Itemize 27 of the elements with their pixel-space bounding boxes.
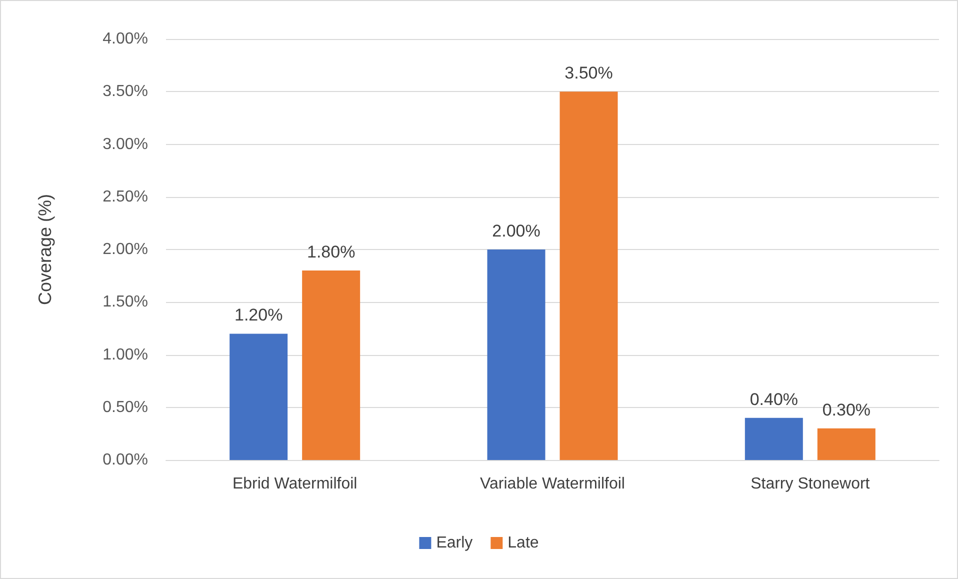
bar	[302, 270, 360, 460]
x-tick-label: Starry Stonewort	[750, 476, 870, 492]
y-tick-label: 4.00%	[102, 30, 148, 48]
y-tick-label: 3.50%	[102, 83, 148, 100]
legend-label: Late	[508, 534, 539, 552]
y-tick-label: 1.00%	[102, 346, 148, 364]
data-label: 3.50%	[564, 64, 613, 83]
x-tick-label: Variable Watermilfoil	[480, 476, 625, 492]
y-tick-label: 0.50%	[102, 398, 148, 416]
bar	[487, 250, 546, 460]
y-tick-label: 2.50%	[102, 188, 148, 206]
bar	[817, 428, 876, 460]
bar	[744, 418, 803, 460]
data-label: 0.40%	[750, 390, 798, 409]
y-axis-title: Coverage (%)	[35, 194, 55, 306]
data-label: 1.80%	[306, 242, 356, 262]
data-label: 0.30%	[822, 400, 871, 420]
bar	[230, 334, 288, 460]
y-tick-label: 1.50%	[102, 294, 148, 311]
y-tick-label: 2.00%	[102, 241, 148, 258]
y-tick-label: 3.00%	[102, 136, 148, 153]
y-tick-label: 0.00%	[102, 452, 148, 468]
x-tick-label: Ebrid Watermilfoil	[232, 476, 358, 492]
bar	[560, 92, 618, 460]
legend-label: Early	[436, 534, 473, 552]
data-label: 1.20%	[234, 306, 283, 325]
data-label: 2.00%	[492, 222, 540, 240]
